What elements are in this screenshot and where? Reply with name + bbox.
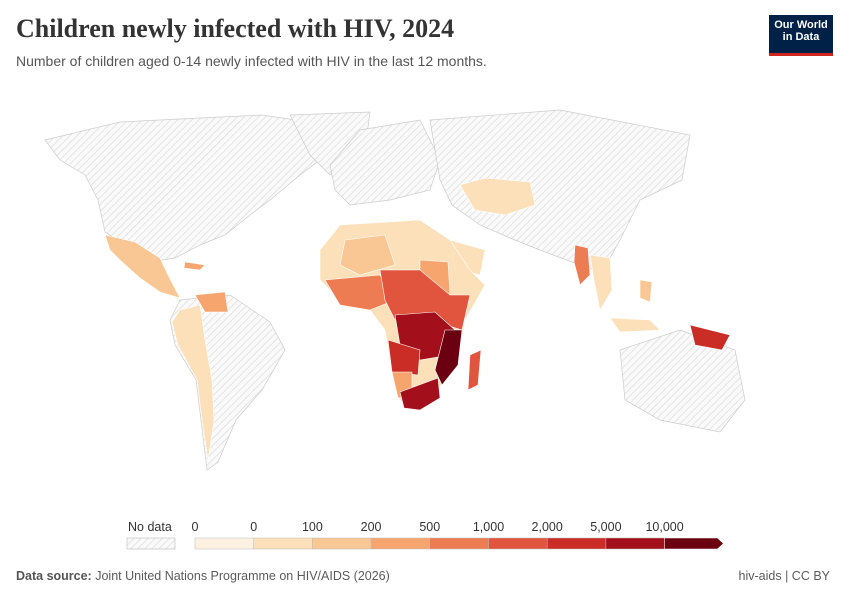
legend-label: 2,000 (532, 520, 563, 534)
countries (44, 109, 746, 471)
legend-label: 500 (419, 520, 440, 534)
philippines[interactable] (639, 279, 653, 303)
madagascar[interactable] (467, 349, 482, 391)
north-america[interactable] (44, 114, 331, 263)
legend-label: 5,000 (590, 520, 621, 534)
legend-swatch (546, 537, 607, 550)
legend-no-data-swatch (126, 537, 176, 550)
mexico[interactable] (104, 234, 181, 299)
logo-line: in Data (782, 31, 820, 43)
footer-license: hiv-aids | CC BY (738, 569, 830, 583)
legend-label: 100 (302, 520, 323, 534)
europe[interactable] (329, 119, 441, 206)
mozambique[interactable] (434, 329, 463, 386)
logo[interactable]: Our World in Data (769, 15, 833, 56)
legend-swatch (253, 537, 313, 550)
source-text: Joint United Nations Programme on HIV/AI… (95, 569, 390, 583)
andes[interactable] (171, 304, 215, 461)
myanmar[interactable] (573, 244, 591, 286)
legend-swatch (312, 537, 372, 550)
central-asia[interactable] (459, 177, 536, 216)
sahel[interactable] (339, 234, 396, 276)
subtitle: Number of children aged 0-14 newly infec… (16, 53, 487, 69)
legend: No data 0 0 100 200 500 1,000 2,000 5,000 10,000 (126, 520, 724, 550)
legend-label: 0 (192, 520, 199, 534)
australia[interactable] (619, 329, 746, 433)
title: Children newly infected with HIV, 2024 (16, 14, 455, 43)
legend-swatch (194, 537, 254, 550)
legend-no-data-label: No data (128, 520, 172, 534)
caribbean[interactable] (183, 261, 206, 271)
west-africa[interactable] (324, 274, 396, 311)
legend-label: 1,000 (473, 520, 504, 534)
legend-swatch (370, 537, 431, 550)
indonesia[interactable] (609, 317, 661, 333)
legend-swatch (429, 537, 489, 550)
angola[interactable] (387, 339, 421, 376)
legend-swatch (605, 537, 665, 550)
legend-swatch (664, 537, 724, 550)
southeast-asia[interactable] (589, 254, 613, 311)
legend-label: 10,000 (645, 520, 683, 534)
south-africa[interactable] (399, 377, 441, 411)
footer-source: Data source: Joint United Nations Progra… (16, 569, 390, 583)
legend-swatch (488, 537, 548, 550)
legend-label: 200 (361, 520, 382, 534)
papua-new-guinea[interactable] (689, 324, 731, 351)
venezuela[interactable] (194, 291, 229, 313)
logo-line: Our World (774, 19, 828, 31)
legend-label: 0 (250, 520, 257, 534)
source-label: Data source: (16, 569, 92, 583)
